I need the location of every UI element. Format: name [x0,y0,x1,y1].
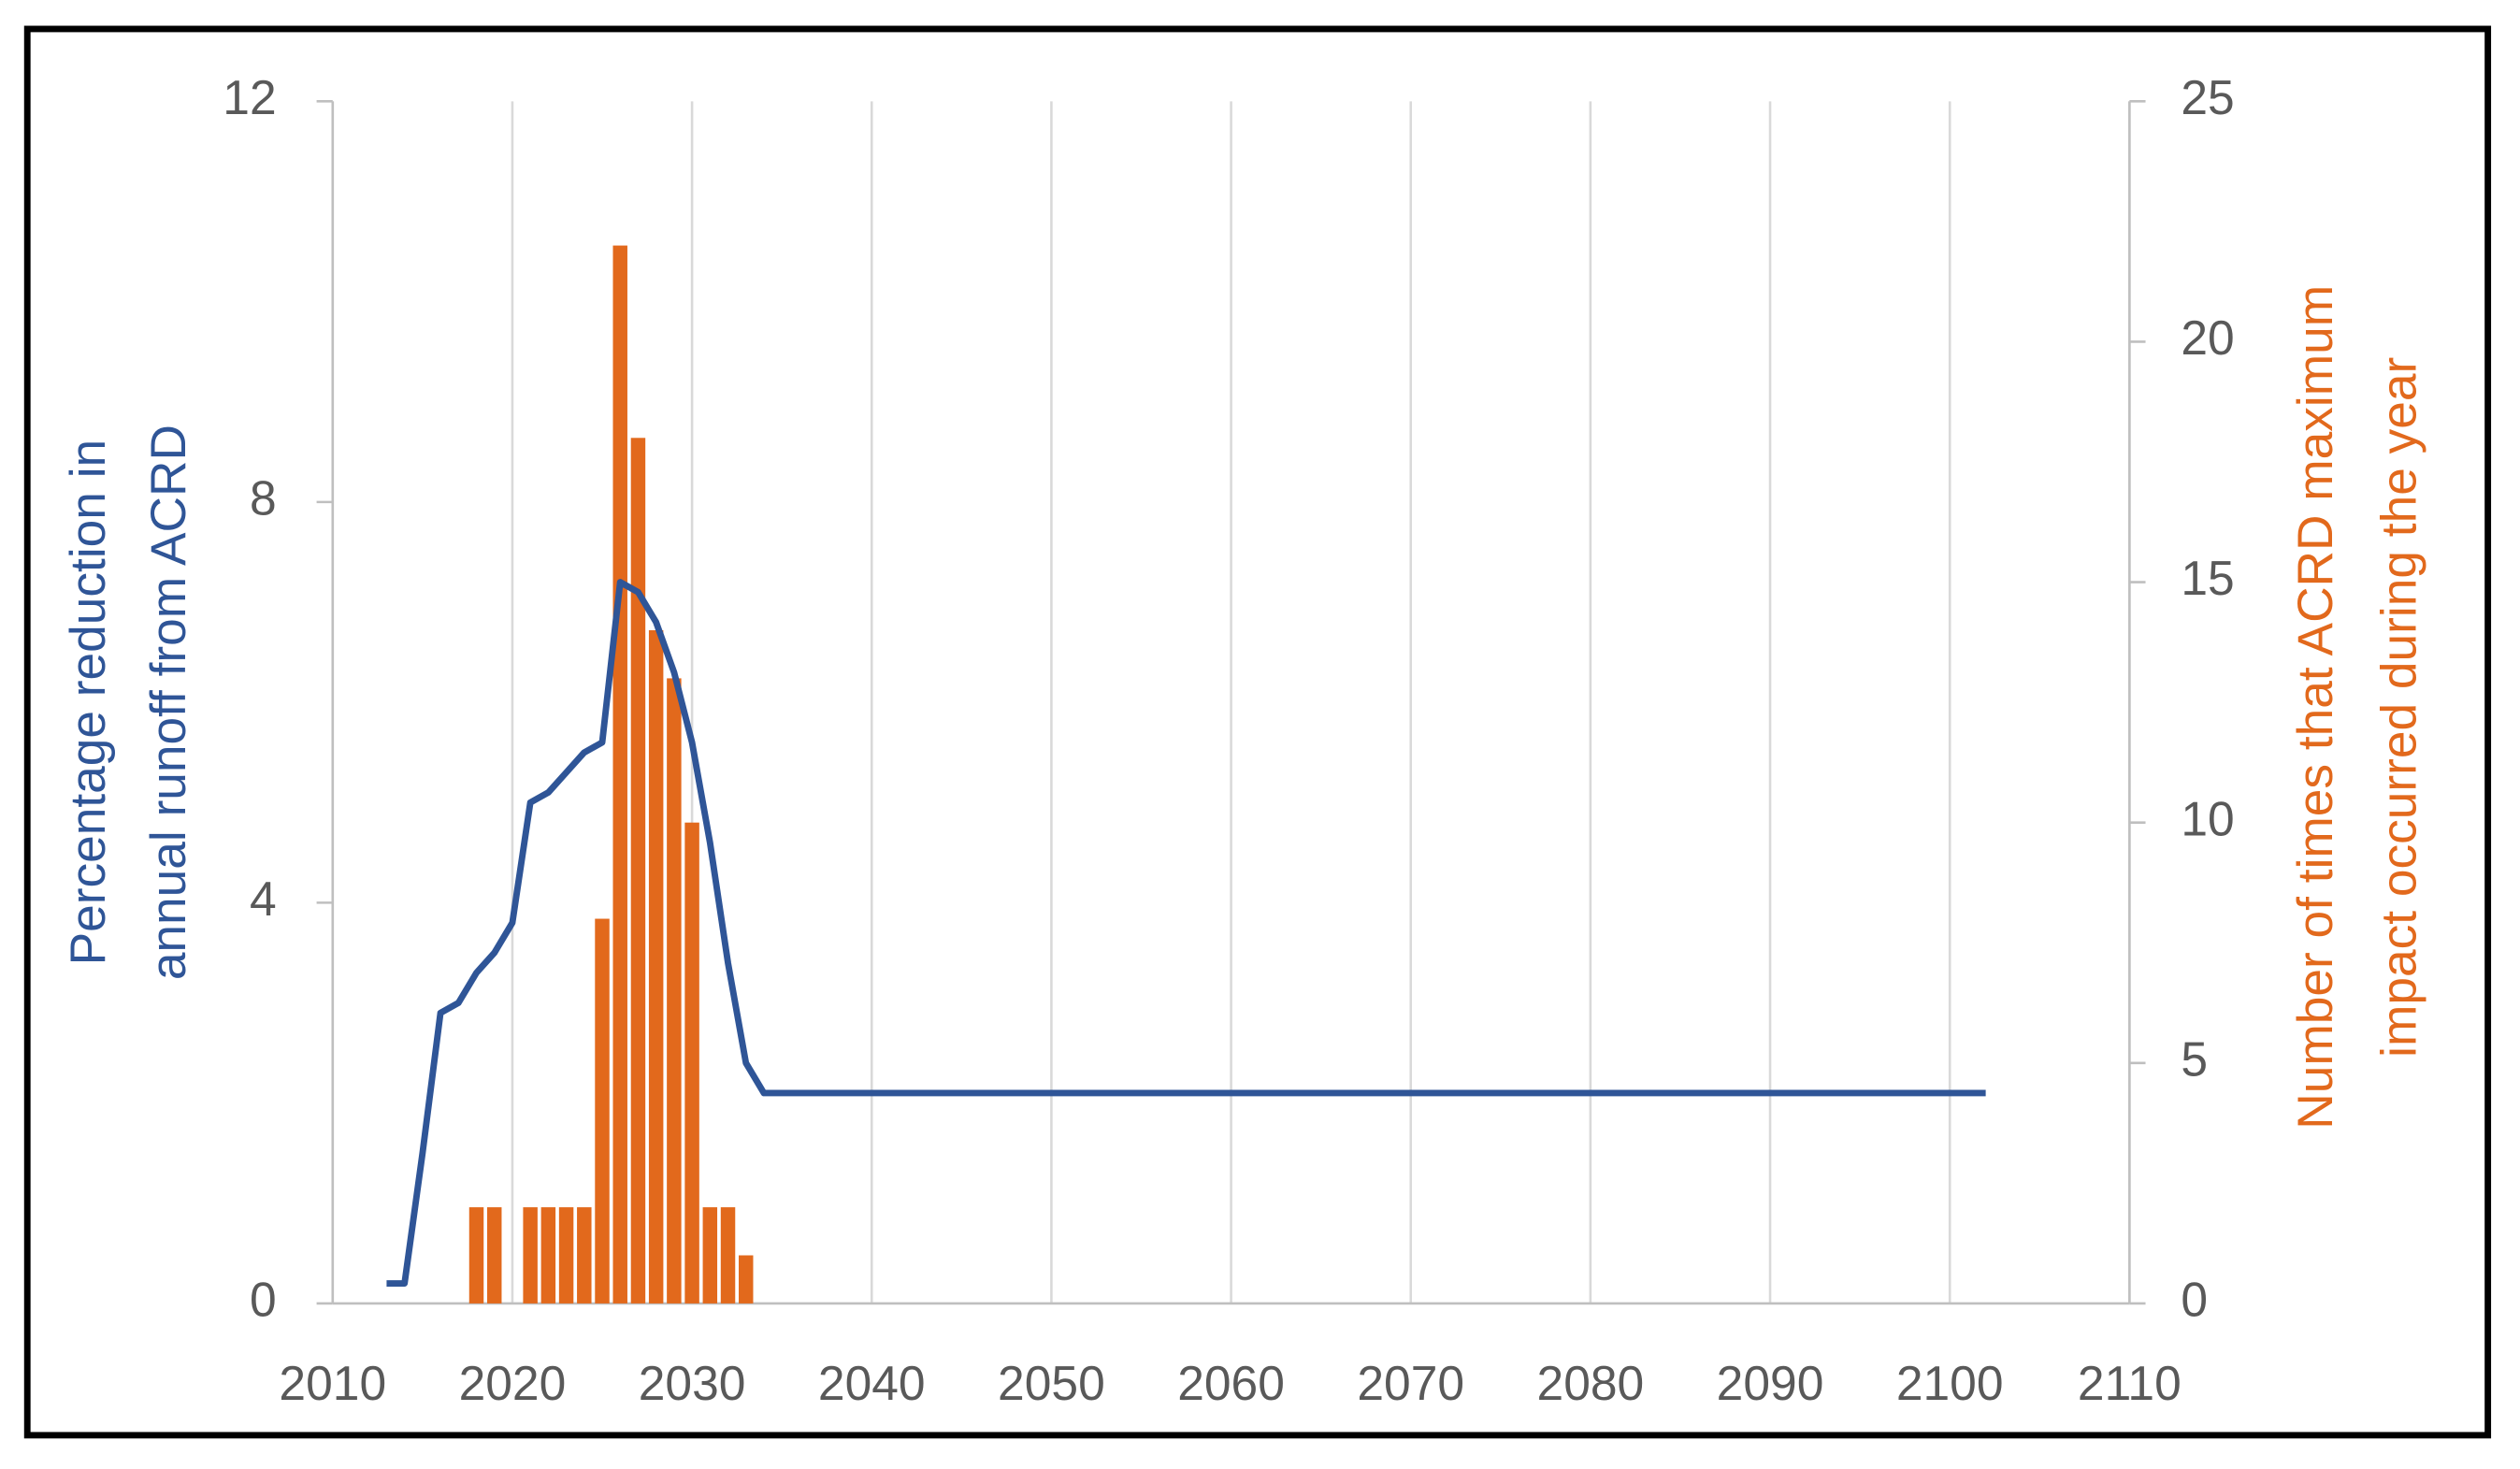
line [386,579,1986,1287]
x-tick-label: 2050 [998,1356,1105,1410]
x-tick-label: 2020 [459,1356,567,1410]
x-tick-label: 2080 [1537,1356,1645,1410]
x-tick-label: 2040 [818,1356,926,1410]
bar [739,1255,754,1303]
bar [667,678,682,1303]
x-tick-label: 2030 [639,1356,746,1410]
bar [630,438,646,1303]
x-tick-label: 2100 [1896,1356,2004,1410]
y2-tick-label: 10 [2181,791,2234,845]
y2-axis-label: Number of times that ACRD maximum [2288,285,2343,1130]
bar [468,1207,484,1303]
x-tick-label: 2110 [2078,1356,2182,1410]
y-tick-label: 0 [250,1273,277,1327]
y2-tick-label: 5 [2181,1031,2208,1086]
frame [23,25,2492,1439]
y-axis-label: Percentage reduction in [61,439,116,966]
x-tick-label: 2060 [1177,1356,1285,1410]
x-tick-label: 2090 [1717,1356,1824,1410]
y2-axis-label: impact occurred during the year [2372,357,2427,1058]
bar [648,629,664,1303]
y-tick-label: 8 [250,470,277,525]
bar [577,1207,592,1303]
bar [720,1207,736,1303]
y2-tick-label: 20 [2181,310,2234,365]
bar [595,918,610,1303]
y2-tick-label: 15 [2181,551,2234,605]
bar [486,1207,502,1303]
y-axis-label: annual runoff from ACRD [141,425,196,980]
y2-tick-label: 25 [2181,70,2234,124]
y2-tick-label: 0 [2181,1273,2208,1327]
x-tick-label: 2010 [279,1356,386,1410]
bar [684,822,699,1303]
bar [558,1207,574,1303]
y-tick-label: 12 [223,70,276,124]
x-tick-label: 2070 [1357,1356,1464,1410]
bar [702,1207,718,1303]
bar [540,1207,556,1303]
bar [523,1207,538,1303]
bar [612,245,627,1303]
y-tick-label: 4 [250,871,277,926]
